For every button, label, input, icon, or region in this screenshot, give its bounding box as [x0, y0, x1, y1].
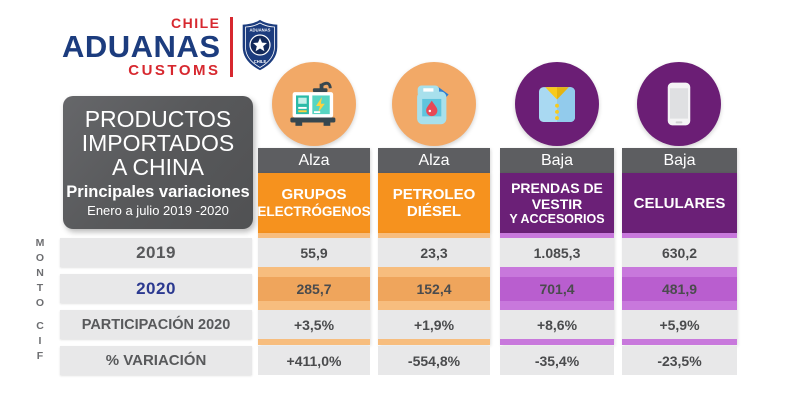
- row-label-2019: 2019: [60, 238, 252, 267]
- trend-badge: Baja: [500, 148, 614, 173]
- value-2019: 1.085,3: [500, 238, 614, 267]
- product-name-line: PETROLEO: [392, 186, 476, 203]
- logo-chile-text: CHILE: [171, 15, 221, 31]
- title-subtitle: Principales variaciones: [66, 183, 250, 201]
- logo-text-block: CHILE ADUANAS CUSTOMS: [62, 15, 221, 80]
- value-2020: 701,4: [500, 277, 614, 301]
- trend-badge: Baja: [622, 148, 737, 173]
- value-2019: 23,3: [378, 238, 490, 267]
- value-2019: 55,9: [258, 238, 370, 267]
- customs-badge-icon: ADUANAS CHILE: [240, 18, 279, 72]
- product-name-line: Y ACCESORIOS: [509, 211, 605, 226]
- value-2020: 152,4: [378, 277, 490, 301]
- product-name-prendas-de-vestir: PRENDAS DE VESTIR Y ACCESORIOS: [500, 173, 614, 233]
- fuel-can-icon-circle: [392, 62, 476, 146]
- title-line-2: IMPORTADOS: [81, 130, 235, 156]
- value-variacion: +411,0%: [258, 346, 370, 375]
- product-name-line: CELULARES: [633, 194, 726, 212]
- logo-customs-text: CUSTOMS: [128, 62, 221, 79]
- product-name-celulares: CELULARES: [622, 173, 737, 233]
- monto-word: MONTO: [34, 237, 46, 312]
- row-label-participacion: PARTICIPACIÓN 2020: [60, 310, 252, 339]
- monto-cif-label: MONTO CIF: [34, 237, 46, 365]
- title-line-3: A CHINA: [111, 154, 205, 180]
- shirt-icon-circle: [515, 62, 599, 146]
- logo-divider: [229, 17, 233, 77]
- product-name-grupos-electrogenos: GRUPOS ELECTRÓGENOS: [257, 173, 371, 233]
- generator-icon: [290, 81, 336, 126]
- row-label-2020: 2020: [60, 274, 252, 303]
- column-petroleo-diesel: Alza PETROLEO DIÉSEL 23,3 152,4 +1,9% -5…: [378, 0, 490, 405]
- aduanas-logo: CHILE ADUANAS CUSTOMS ADUANAS CHILE: [62, 16, 280, 79]
- badge-bottom-text: CHILE: [253, 59, 266, 64]
- column-prendas-de-vestir: Baja PRENDAS DE VESTIR Y ACCESORIOS 1.08…: [500, 0, 614, 405]
- value-participacion: +3,5%: [258, 310, 370, 339]
- trend-badge: Alza: [378, 148, 490, 173]
- badge-top-text: ADUANAS: [249, 28, 270, 33]
- value-participacion: +8,6%: [500, 310, 614, 339]
- logo-aduanas-text: ADUANAS: [62, 29, 221, 64]
- value-2020: 481,9: [622, 277, 737, 301]
- shirt-icon: [539, 87, 575, 122]
- product-name-line: DIÉSEL: [406, 203, 462, 220]
- cif-word: CIF: [34, 320, 46, 365]
- value-2019: 630,2: [622, 238, 737, 267]
- phone-icon-circle: [637, 62, 721, 146]
- product-name-line: VESTIR: [531, 195, 583, 212]
- value-variacion: -23,5%: [622, 346, 737, 375]
- title-period: Enero a julio 2019 -2020: [87, 203, 229, 218]
- phone-icon: [667, 82, 691, 126]
- fuel-can-icon: [417, 85, 449, 125]
- row-label-variacion: % VARIACIÓN: [60, 346, 252, 375]
- column-celulares: Baja CELULARES 630,2 481,9 +5,9% -23,5%: [622, 0, 737, 405]
- value-2020: 285,7: [258, 277, 370, 301]
- product-name-line: ELECTRÓGENOS: [257, 204, 371, 219]
- value-variacion: -554,8%: [378, 346, 490, 375]
- product-name-line: GRUPOS: [281, 186, 347, 203]
- value-participacion: +5,9%: [622, 310, 737, 339]
- title-box: PRODUCTOS IMPORTADOS A CHINA Principales…: [63, 96, 253, 229]
- value-participacion: +1,9%: [378, 310, 490, 339]
- trend-badge: Alza: [258, 148, 370, 173]
- product-name-line: PRENDAS DE: [511, 179, 603, 196]
- product-name-petroleo-diesel: PETROLEO DIÉSEL: [378, 173, 490, 233]
- generator-icon-circle: [272, 62, 356, 146]
- column-grupos-electrogenos: Alza GRUPOS ELECTRÓGENOS 55,9 285,7 +3,5…: [257, 0, 371, 405]
- title-line-1: PRODUCTOS: [84, 106, 232, 132]
- value-variacion: -35,4%: [500, 346, 614, 375]
